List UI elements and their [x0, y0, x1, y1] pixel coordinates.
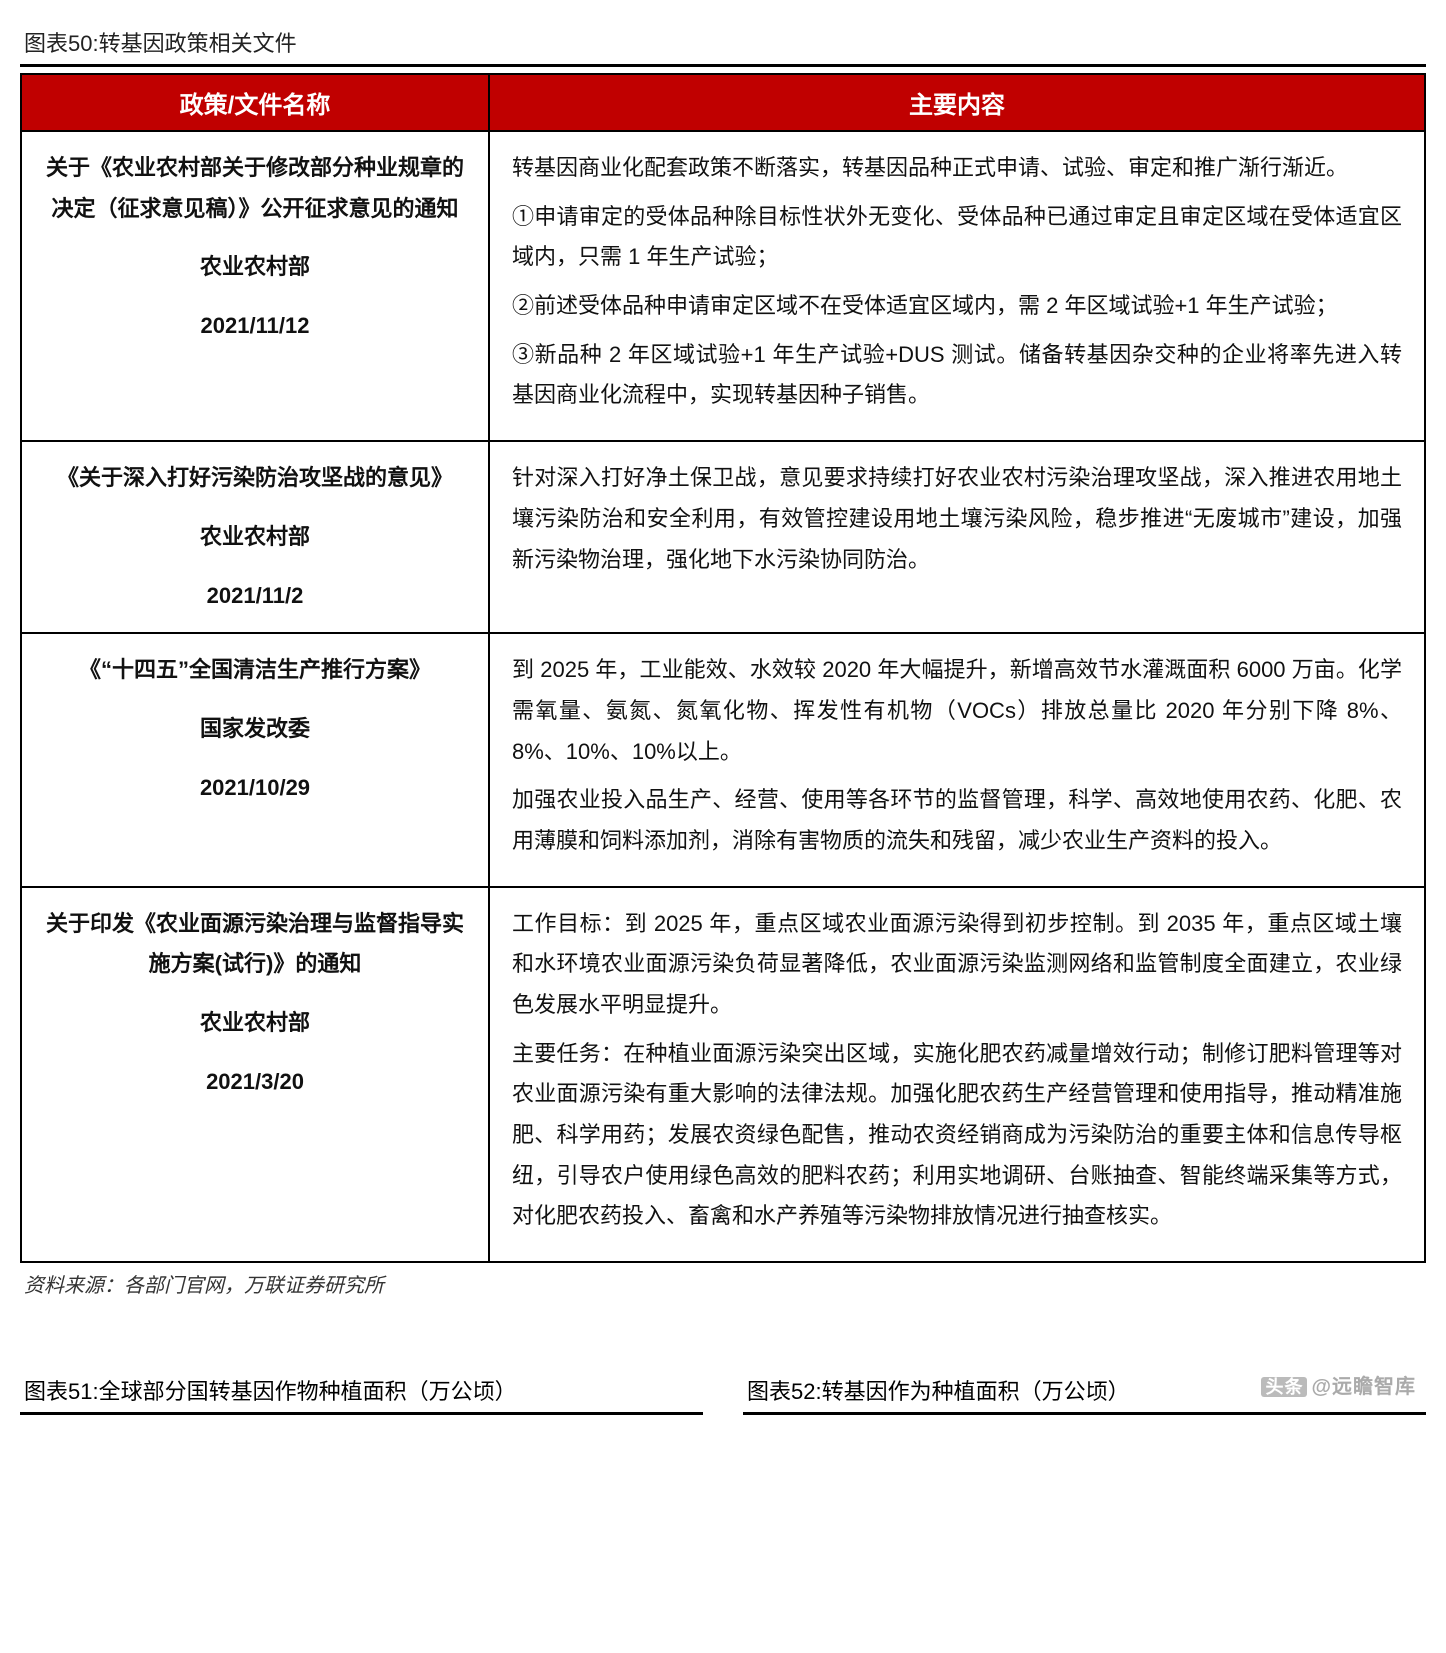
figure-title: 图表50:转基因政策相关文件: [20, 20, 1426, 67]
policy-paragraph: ③新品种 2 年区域试验+1 年生产试验+DUS 测试。储备转基因杂交种的企业将…: [512, 335, 1402, 416]
table-row: 《关于深入打好污染防治攻坚战的意见》农业农村部 2021/11/2 针对深入打好净土…: [21, 441, 1425, 633]
table-row: 关于《农业农村部关于修改部分种业规章的决定（征求意见稿）》公开征求意见的通知农业…: [21, 131, 1425, 441]
policy-dept: 农业农村部: [44, 517, 466, 558]
bottom-figure-titles: 图表51:全球部分国转基因作物种植面积（万公顷） 图表52:转基因作为种植面积（…: [20, 1368, 1426, 1415]
policy-paragraph: 转基因商业化配套政策不断落实，转基因品种正式申请、试验、审定和推广渐行渐近。: [512, 148, 1402, 189]
policy-date: 2021/3/20: [44, 1062, 466, 1103]
policy-date: 2021/10/29: [44, 768, 466, 809]
policy-content-cell: 工作目标：到 2025 年，重点区域农业面源污染得到初步控制。到 2035 年，…: [489, 887, 1425, 1263]
policy-content-cell: 转基因商业化配套政策不断落实，转基因品种正式申请、试验、审定和推广渐行渐近。 ①申…: [489, 131, 1425, 441]
policy-name-cell: 《“十四五”全国清洁生产推行方案》国家发改委 2021/10/29: [21, 633, 489, 886]
figure52-text: 图表52:转基因作为种植面积（万公顷）: [747, 1379, 1130, 1404]
policy-content-cell: 到 2025 年，工业能效、水效较 2020 年大幅提升，新增高效节水灌溉面积 …: [489, 633, 1425, 886]
policy-table: 政策/文件名称 主要内容 关于《农业农村部关于修改部分种业规章的决定（征求意见稿…: [20, 73, 1426, 1263]
policy-title: 《“十四五”全国清洁生产推行方案》: [44, 650, 466, 691]
figure52-title: 图表52:转基因作为种植面积（万公顷） 头条@远瞻智库: [743, 1368, 1426, 1415]
policy-paragraph: 加强农业投入品生产、经营、使用等各环节的监督管理，科学、高效地使用农药、化肥、农…: [512, 780, 1402, 861]
table-row: 关于印发《农业面源污染治理与监督指导实施方案(试行)》的通知农业农村部 2021/…: [21, 887, 1425, 1263]
figure51-title: 图表51:全球部分国转基因作物种植面积（万公顷）: [20, 1368, 703, 1415]
policy-paragraph: ②前述受体品种申请审定区域不在受体适宜区域内，需 2 年区域试验+1 年生产试验…: [512, 286, 1402, 327]
policy-title: 关于印发《农业面源污染治理与监督指导实施方案(试行)》的通知: [44, 904, 466, 985]
col-header-right: 主要内容: [489, 74, 1425, 131]
policy-name-cell: 关于《农业农村部关于修改部分种业规章的决定（征求意见稿）》公开征求意见的通知农业…: [21, 131, 489, 441]
policy-dept: 农业农村部: [44, 1003, 466, 1044]
source-note: 资料来源：各部门官网，万联证券研究所: [20, 1261, 1426, 1328]
policy-paragraph: 到 2025 年，工业能效、水效较 2020 年大幅提升，新增高效节水灌溉面积 …: [512, 650, 1402, 772]
policy-date: 2021/11/2: [44, 576, 466, 617]
policy-title: 《关于深入打好污染防治攻坚战的意见》: [44, 458, 466, 499]
policy-date: 2021/11/12: [44, 306, 466, 347]
policy-paragraph: 针对深入打好净土保卫战，意见要求持续打好农业农村污染治理攻坚战，深入推进农用地土…: [512, 458, 1402, 580]
table-row: 《“十四五”全国清洁生产推行方案》国家发改委 2021/10/29 到 2025 年…: [21, 633, 1425, 886]
policy-title: 关于《农业农村部关于修改部分种业规章的决定（征求意见稿）》公开征求意见的通知: [44, 148, 466, 229]
watermark-prefix: 头条: [1261, 1377, 1307, 1397]
policy-content-cell: 针对深入打好净土保卫战，意见要求持续打好农业农村污染治理攻坚战，深入推进农用地土…: [489, 441, 1425, 633]
watermark-text: @远瞻智库: [1311, 1376, 1416, 1398]
policy-paragraph: 主要任务：在种植业面源污染突出区域，实施化肥农药减量增效行动；制修订肥料管理等对…: [512, 1034, 1402, 1237]
policy-paragraph: 工作目标：到 2025 年，重点区域农业面源污染得到初步控制。到 2035 年，…: [512, 904, 1402, 1026]
policy-paragraph: ①申请审定的受体品种除目标性状外无变化、受体品种已通过审定且审定区域在受体适宜区…: [512, 197, 1402, 278]
policy-name-cell: 关于印发《农业面源污染治理与监督指导实施方案(试行)》的通知农业农村部 2021/…: [21, 887, 489, 1263]
policy-name-cell: 《关于深入打好污染防治攻坚战的意见》农业农村部 2021/11/2: [21, 441, 489, 633]
col-header-left: 政策/文件名称: [21, 74, 489, 131]
policy-dept: 农业农村部: [44, 247, 466, 288]
watermark: 头条@远瞻智库: [1261, 1370, 1416, 1399]
policy-dept: 国家发改委: [44, 709, 466, 750]
